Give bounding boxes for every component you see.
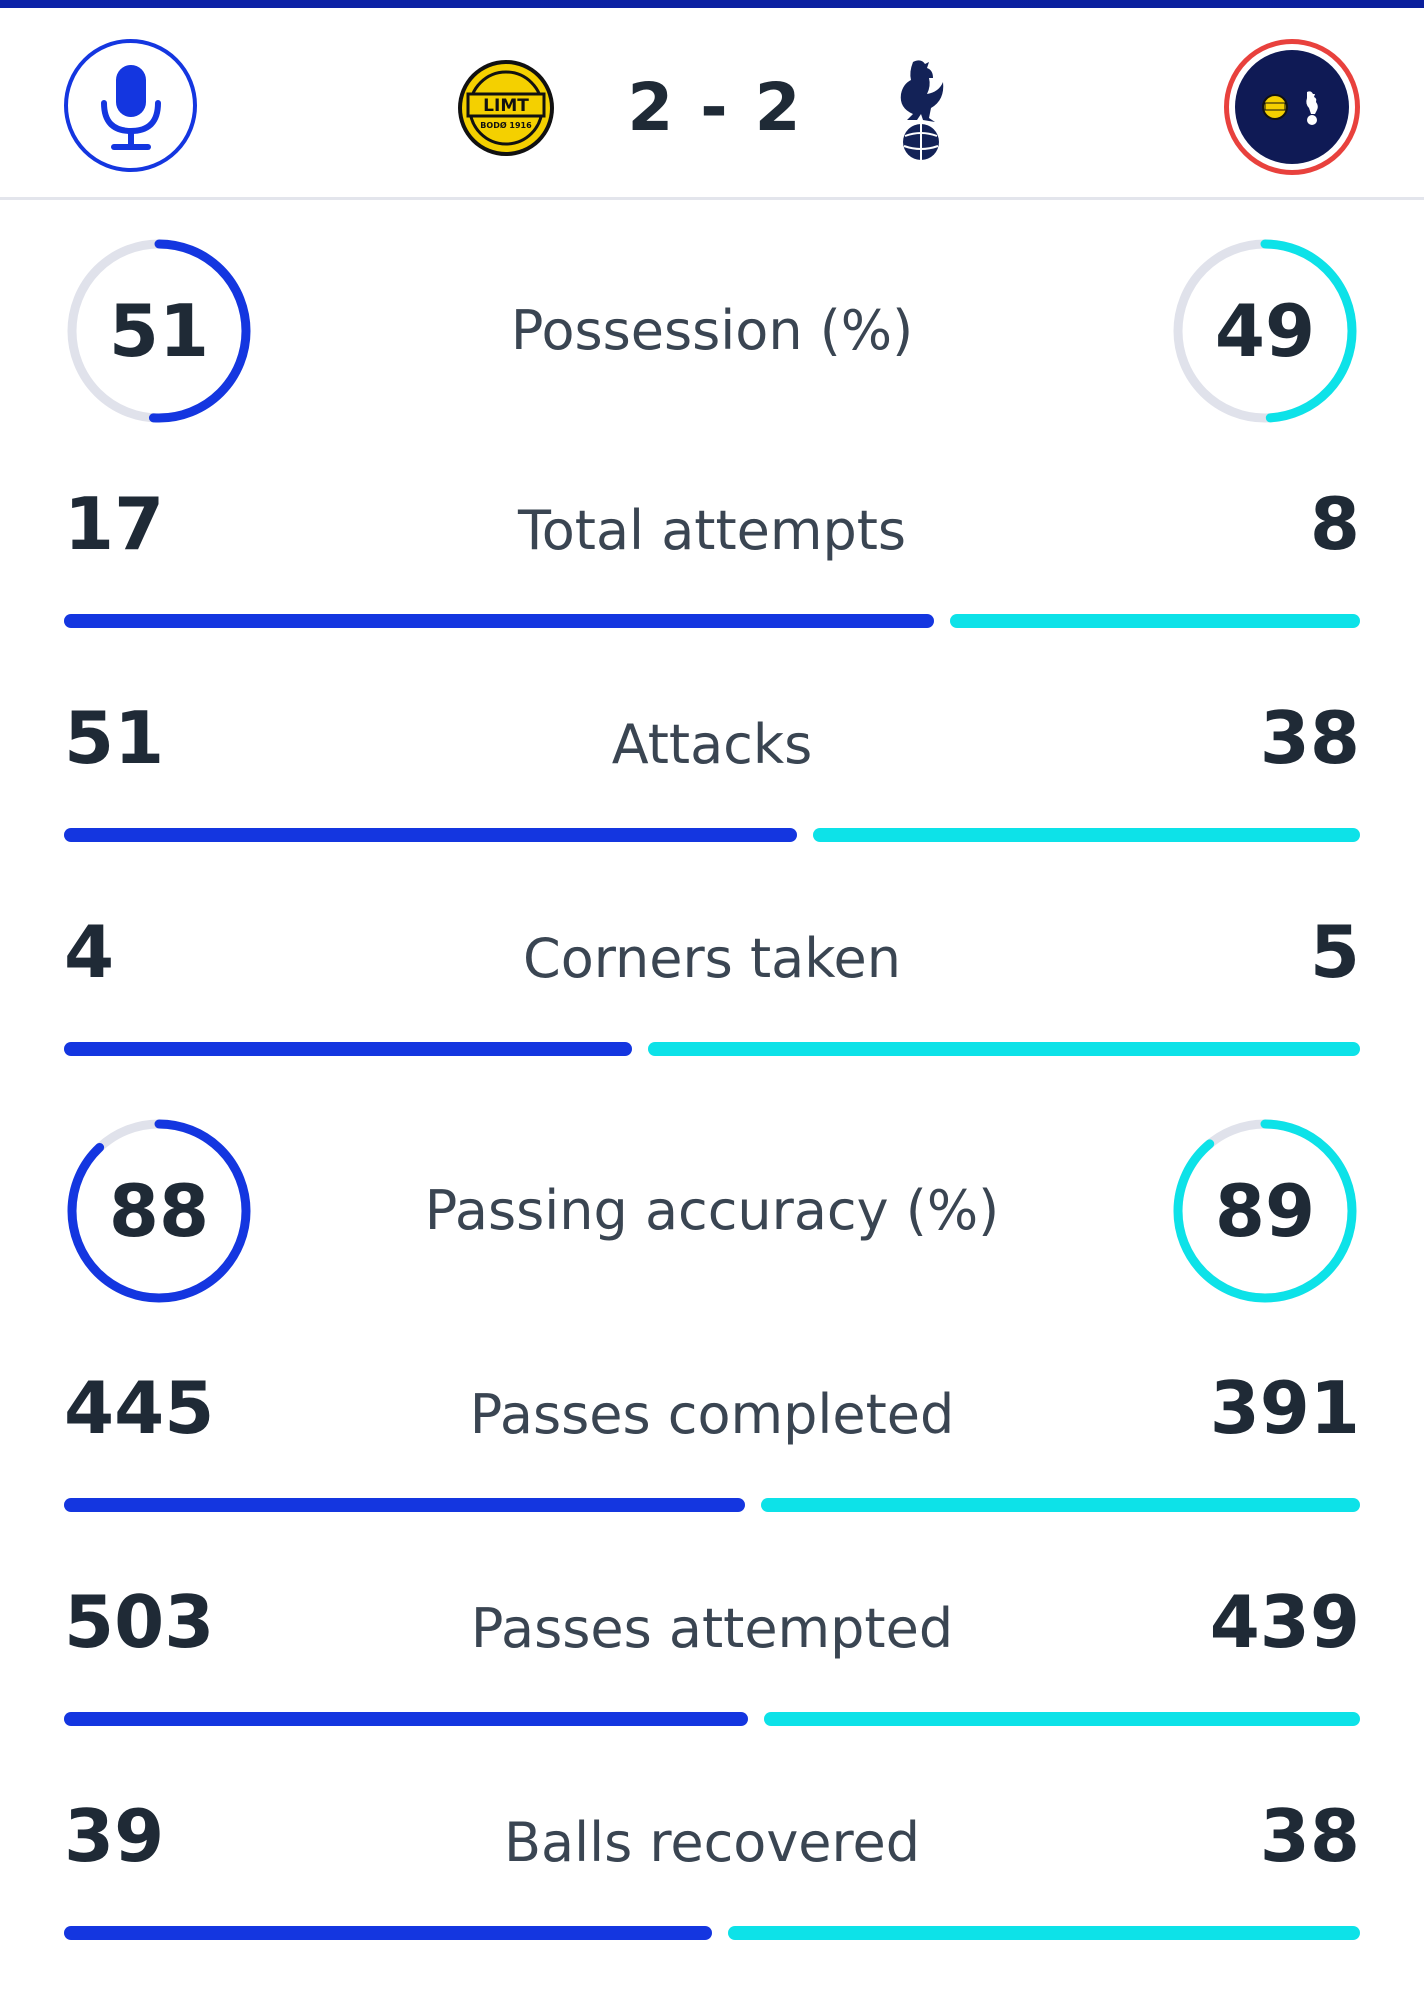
home-stat-value: 17: [64, 482, 165, 566]
home-stat-value: 4: [64, 910, 115, 994]
stat-label: Possession (%): [510, 299, 914, 362]
home-possession-ring-arc: [67, 239, 251, 423]
away-stat-bar: [648, 1042, 1360, 1056]
away-passing-accuracy-ring-arc: [1173, 1119, 1357, 1303]
home-stat-value: 51: [64, 696, 165, 780]
away-stat-bar: [761, 1498, 1360, 1512]
away-possession-ring-value: 49: [1214, 289, 1316, 373]
home-stat-bar: [64, 1042, 632, 1056]
away-stat-value: 38: [1259, 1794, 1360, 1878]
audio-commentary-button[interactable]: [64, 39, 197, 172]
home-stat-value: 39: [64, 1794, 165, 1878]
home-stat-bar: [64, 828, 797, 842]
home-stat-bar: [64, 614, 934, 628]
away-possession-ring: 49: [1170, 236, 1360, 426]
stat-label: Balls recovered: [503, 1811, 921, 1874]
match-details-button[interactable]: [1224, 39, 1360, 175]
stat-label: Passing accuracy (%): [424, 1179, 1000, 1242]
away-stat-bar: [813, 828, 1360, 842]
stat-row-attacks: 51 Attacks 38: [0, 702, 1424, 852]
home-crest-text: LIMT: [483, 96, 529, 116]
microphone-icon: [100, 64, 161, 150]
away-passing-accuracy-ring-value: 89: [1214, 1169, 1316, 1253]
stat-row-corners-taken: 4 Corners taken 5: [0, 916, 1424, 1066]
stat-row-passing-accuracy: 88 89 Passing accuracy (%): [0, 1116, 1424, 1306]
away-stat-value: 8: [1309, 482, 1360, 566]
stat-row-possession: 51 49 Possession (%): [0, 236, 1424, 426]
home-team-crest[interactable]: LIMT BODØ 1916: [456, 58, 556, 158]
away-stat-value: 38: [1259, 696, 1360, 780]
home-stat-bar: [64, 1712, 748, 1726]
stat-row-passes-attempted: 503 Passes attempted 439: [0, 1586, 1424, 1736]
home-stat-value: 445: [64, 1366, 215, 1450]
away-team-crest[interactable]: [883, 56, 953, 164]
home-passing-accuracy-ring-arc: [67, 1119, 251, 1303]
home-stat-bar: [64, 1926, 712, 1940]
home-possession-ring: 51: [64, 236, 254, 426]
stat-label: Attacks: [611, 713, 813, 776]
home-possession-ring-value: 51: [108, 289, 210, 373]
stat-label: Passes completed: [469, 1383, 955, 1446]
stat-row-passes-completed: 445 Passes completed 391: [0, 1372, 1424, 1522]
away-stat-bar: [950, 614, 1360, 628]
away-possession-ring-arc: [1173, 239, 1357, 423]
home-passing-accuracy-ring-value: 88: [108, 1169, 210, 1253]
stat-row-total-attempts: 17 Total attempts 8: [0, 488, 1424, 638]
home-crest-subtext: BODØ 1916: [480, 120, 532, 130]
away-passing-accuracy-ring: 89: [1170, 1116, 1360, 1306]
stat-label: Corners taken: [523, 927, 901, 990]
home-stat-value: 503: [64, 1580, 215, 1664]
away-stat-value: 391: [1209, 1366, 1360, 1450]
away-stat-value: 439: [1209, 1580, 1360, 1664]
away-stat-bar: [764, 1712, 1360, 1726]
top-accent-line: [0, 0, 1424, 8]
away-stat-value: 5: [1309, 910, 1360, 994]
match-header: LIMT BODØ 1916 2 - 2: [0, 8, 1424, 200]
stat-label: Total attempts: [517, 499, 907, 562]
home-passing-accuracy-ring: 88: [64, 1116, 254, 1306]
home-stat-bar: [64, 1498, 745, 1512]
match-badge-icon: [1235, 50, 1349, 164]
match-score: 2 - 2: [627, 69, 803, 146]
stat-label: Passes attempted: [470, 1597, 954, 1660]
away-stat-bar: [728, 1926, 1360, 1940]
stat-row-balls-recovered: 39 Balls recovered 38: [0, 1800, 1424, 1950]
